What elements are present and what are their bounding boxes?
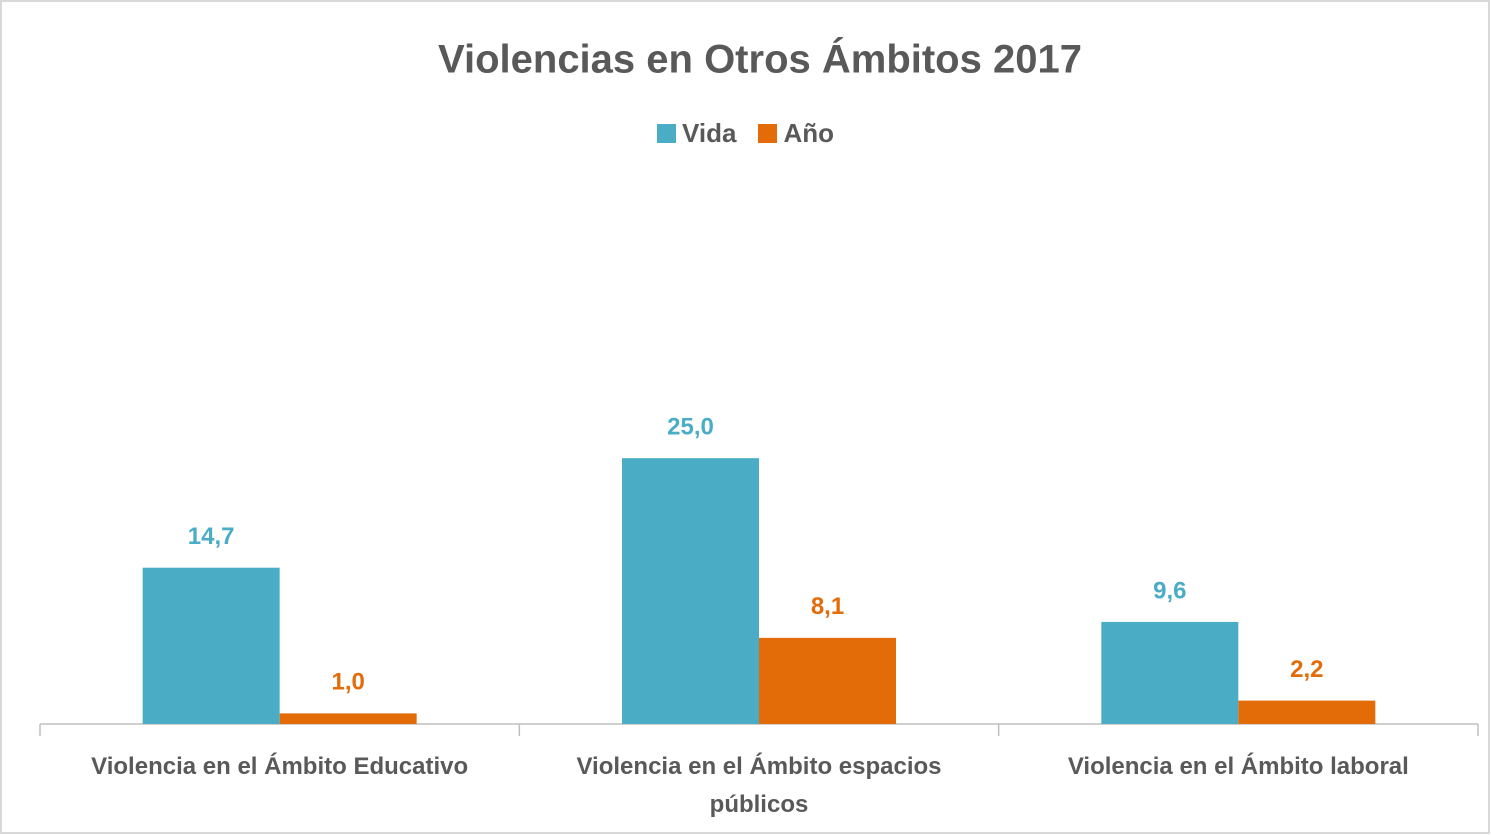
bar xyxy=(1101,621,1239,724)
bar xyxy=(142,567,280,724)
bar xyxy=(279,713,417,724)
bar xyxy=(759,637,896,724)
legend-item: Vida xyxy=(657,118,736,149)
legend-label: Año xyxy=(783,118,834,148)
data-label: 2,2 xyxy=(1290,656,1323,683)
bar xyxy=(622,458,759,724)
data-label: 9,6 xyxy=(1153,577,1186,604)
legend-swatch xyxy=(657,124,676,143)
data-label: 25,0 xyxy=(667,414,714,441)
legend-label: Vida xyxy=(682,118,737,148)
data-label: 8,1 xyxy=(811,593,844,620)
legend: Vida Año xyxy=(0,118,1491,149)
data-label: 14,7 xyxy=(188,523,235,550)
legend-swatch xyxy=(758,124,778,143)
x-tick-label: Violencia en el Ámbito laboral xyxy=(1067,753,1409,780)
x-tick-label: Violencia en el Ámbito espacios públicos xyxy=(576,753,942,818)
legend-item: Año xyxy=(758,118,834,149)
chart-title: Violencias en Otros Ámbitos 2017 xyxy=(438,37,1082,82)
x-tick-label: Violencia en el Ámbito Educativo xyxy=(91,753,469,780)
data-label: 1,0 xyxy=(331,669,364,696)
bar xyxy=(1238,700,1376,724)
